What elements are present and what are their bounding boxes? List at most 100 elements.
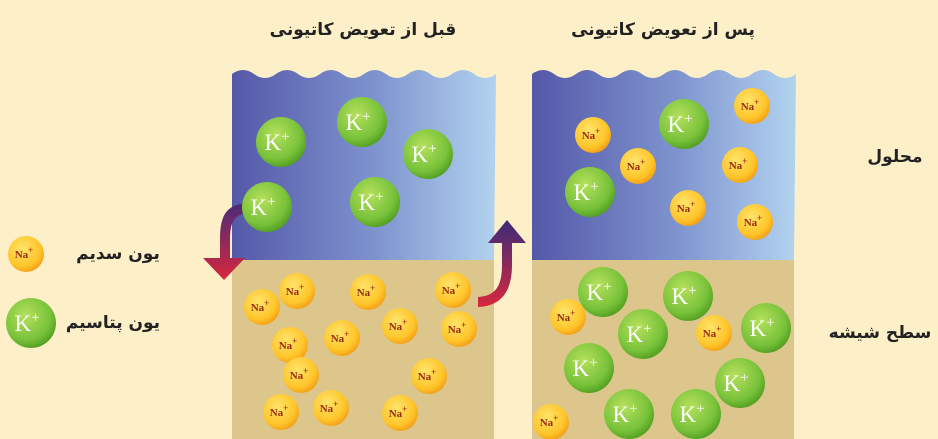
sodium-ion: Na+ xyxy=(696,315,732,351)
sodium-ion: Na+ xyxy=(350,274,386,310)
ion-charge: + xyxy=(629,401,637,417)
ion-element: K xyxy=(723,371,740,396)
ion-element: Na xyxy=(582,130,596,142)
ion-charge: + xyxy=(431,367,436,377)
ion-charge: + xyxy=(766,315,774,331)
sodium-ion: Na+ xyxy=(8,236,44,272)
ion-element: K xyxy=(626,322,643,347)
sodium-ion: Na+ xyxy=(441,311,477,347)
ion-element: Na xyxy=(320,403,334,415)
ion-element: Na xyxy=(677,203,691,215)
ion-charge: + xyxy=(696,401,704,417)
sodium-ion: Na+ xyxy=(324,320,360,356)
sodium-ion: Na+ xyxy=(279,273,315,309)
potassium-ion: K+ xyxy=(715,358,765,408)
potassium-ion: K+ xyxy=(350,177,400,227)
ion-charge: + xyxy=(640,157,645,167)
ion-element: Na xyxy=(741,101,755,113)
potassium-ion: K+ xyxy=(564,343,614,393)
ion-element: K xyxy=(749,316,766,341)
ion-charge: + xyxy=(742,156,747,166)
sodium-ion: Na+ xyxy=(382,308,418,344)
ion-element: Na xyxy=(389,408,403,420)
potassium-ion: K+ xyxy=(618,309,668,359)
ion-charge: + xyxy=(589,355,597,371)
sodium-ion: Na+ xyxy=(575,117,611,153)
ion-charge: + xyxy=(402,404,407,414)
ion-element: K xyxy=(14,311,31,336)
potassium-ion: K+ xyxy=(337,97,387,147)
sodium-ion: Na+ xyxy=(411,358,447,394)
ion-charge: + xyxy=(428,141,436,157)
ion-charge: + xyxy=(455,281,460,291)
sodium-ion: Na+ xyxy=(435,272,471,308)
ion-charge: + xyxy=(553,413,558,423)
ion-charge: + xyxy=(716,324,721,334)
ion-charge: + xyxy=(688,283,696,299)
ion-charge: + xyxy=(643,321,651,337)
sodium-ion: Na+ xyxy=(244,289,280,325)
ion-element: Na xyxy=(357,287,371,299)
ion-element: Na xyxy=(627,161,641,173)
ion-charge: + xyxy=(344,329,349,339)
ion-element: Na xyxy=(15,249,29,261)
ion-element: K xyxy=(250,195,267,220)
sodium-ion: Na+ xyxy=(550,299,586,335)
legend-label: یون پتاسیم xyxy=(66,313,160,333)
ion-charge: + xyxy=(570,308,575,318)
ion-charge: + xyxy=(590,179,598,195)
ion-element: Na xyxy=(442,285,456,297)
ion-element: Na xyxy=(540,417,554,429)
potassium-ion: K+ xyxy=(565,167,615,217)
ion-element: Na xyxy=(729,160,743,172)
ion-charge: + xyxy=(31,310,39,326)
ion-element: K xyxy=(411,142,428,167)
sodium-ion: Na+ xyxy=(737,204,773,240)
sodium-ion: Na+ xyxy=(283,357,319,393)
ion-element: K xyxy=(572,356,589,381)
ion-element: K xyxy=(573,180,590,205)
ion-element: K xyxy=(671,284,688,309)
ion-element: K xyxy=(586,280,603,305)
ion-charge: + xyxy=(754,97,759,107)
ion-element: Na xyxy=(448,324,462,336)
potassium-ion: K+ xyxy=(659,99,709,149)
ion-charge: + xyxy=(299,282,304,292)
ion-charge: + xyxy=(292,336,297,346)
ion-charge: + xyxy=(281,129,289,145)
ion-element: Na xyxy=(331,333,345,345)
ion-element: Na xyxy=(418,371,432,383)
ion-element: K xyxy=(345,110,362,135)
sodium-ion: Na+ xyxy=(533,404,569,439)
ion-charge: + xyxy=(333,399,338,409)
potassium-ion: K+ xyxy=(578,267,628,317)
potassium-ion: K+ xyxy=(6,298,56,348)
ion-element: Na xyxy=(557,312,571,324)
ion-element: Na xyxy=(703,328,717,340)
title-before: قبل از تعویض کاتیونی xyxy=(270,20,457,40)
region-label: محلول xyxy=(867,147,922,167)
ion-charge: + xyxy=(303,366,308,376)
sodium-ion: Na+ xyxy=(734,88,770,124)
ion-element: Na xyxy=(279,340,293,352)
ion-charge: + xyxy=(402,317,407,327)
ion-charge: + xyxy=(690,199,695,209)
ion-element: Na xyxy=(290,370,304,382)
potassium-ion: K+ xyxy=(663,271,713,321)
ion-charge: + xyxy=(740,370,748,386)
ion-element: Na xyxy=(286,286,300,298)
legend-label: یون سدیم xyxy=(76,244,160,264)
ion-charge: + xyxy=(362,109,370,125)
sodium-ion: Na+ xyxy=(722,147,758,183)
sodium-ion: Na+ xyxy=(313,390,349,426)
sodium-ion: Na+ xyxy=(670,190,706,226)
ion-charge: + xyxy=(28,245,33,255)
ion-charge: + xyxy=(757,213,762,223)
ion-charge: + xyxy=(264,298,269,308)
ion-charge: + xyxy=(375,189,383,205)
ion-element: Na xyxy=(744,217,758,229)
ion-charge: + xyxy=(267,194,275,210)
title-after: پس از تعویض کاتیونی xyxy=(571,20,755,40)
ion-element: K xyxy=(679,402,696,427)
ion-element: K xyxy=(264,130,281,155)
